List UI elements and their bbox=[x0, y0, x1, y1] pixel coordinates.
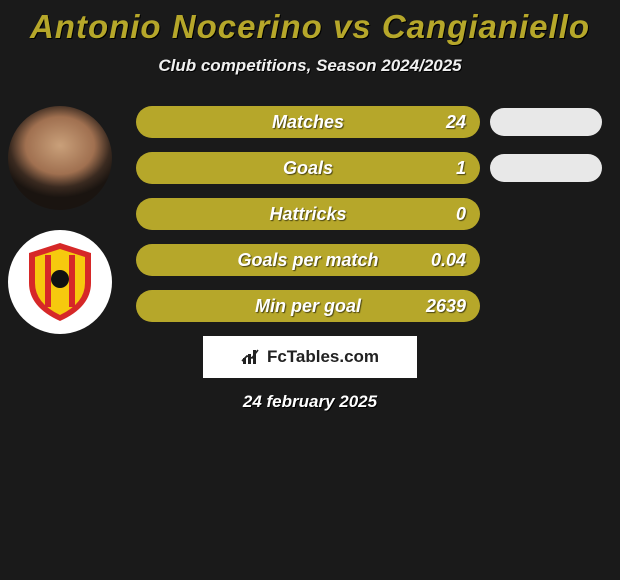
attribution-box: FcTables.com bbox=[203, 336, 417, 378]
player2-pill bbox=[490, 108, 602, 136]
club-crest bbox=[8, 230, 112, 334]
subtitle: Club competitions, Season 2024/2025 bbox=[0, 56, 620, 76]
player2-pills bbox=[490, 106, 602, 338]
stat-label: Goals bbox=[136, 158, 480, 179]
stat-bar: Matches24 bbox=[136, 106, 480, 138]
stat-bar: Goals per match0.04 bbox=[136, 244, 480, 276]
stat-bar: Hattricks0 bbox=[136, 198, 480, 230]
stat-bar: Min per goal2639 bbox=[136, 290, 480, 322]
attribution-text: FcTables.com bbox=[267, 347, 379, 367]
stat-label: Goals per match bbox=[136, 250, 480, 271]
stat-bar: Goals1 bbox=[136, 152, 480, 184]
shield-icon bbox=[25, 241, 95, 323]
stat-label: Hattricks bbox=[136, 204, 480, 225]
page-title: Antonio Nocerino vs Cangianiello bbox=[0, 0, 620, 46]
stat-value: 0.04 bbox=[431, 250, 466, 271]
bar-chart-icon bbox=[241, 348, 263, 366]
comparison-content: Matches24 Goals1 Hattricks0 Goals per match… bbox=[0, 106, 620, 322]
date-text: 24 february 2025 bbox=[0, 392, 620, 412]
stat-value: 24 bbox=[446, 112, 466, 133]
avatar-column bbox=[8, 106, 120, 334]
stat-value: 2639 bbox=[426, 296, 466, 317]
stat-bars: Matches24 Goals1 Hattricks0 Goals per match… bbox=[136, 106, 480, 322]
stat-value: 1 bbox=[456, 158, 466, 179]
player2-pill bbox=[490, 154, 602, 182]
player-avatar bbox=[8, 106, 112, 210]
stat-label: Matches bbox=[136, 112, 480, 133]
stat-value: 0 bbox=[456, 204, 466, 225]
